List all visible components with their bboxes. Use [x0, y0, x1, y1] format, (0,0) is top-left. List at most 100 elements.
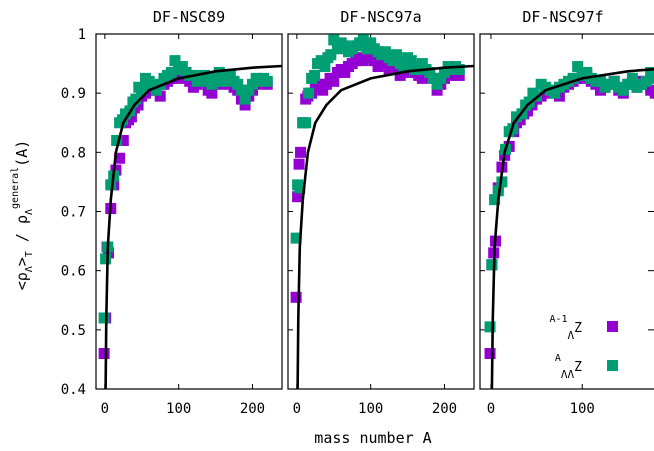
panel-2: DF-NSC97a 0 100 200: [287, 8, 475, 417]
axis-labels-group: mass number A <ρΛ>T / ρΛgeneral(A): [10, 140, 432, 447]
point-double: [319, 61, 331, 73]
point-double: [325, 49, 337, 61]
point-double: [489, 194, 501, 206]
legend-label-1: A-1ΛZ: [549, 314, 582, 342]
point-double: [98, 312, 110, 324]
point-double: [549, 87, 561, 99]
fit-curve: [296, 64, 474, 389]
y-tick-label: 0.4: [61, 382, 86, 398]
point-double: [387, 55, 399, 67]
point-double: [405, 55, 417, 67]
point-double: [239, 93, 251, 105]
point-double: [169, 55, 181, 67]
point-double: [357, 34, 369, 46]
point-double: [617, 84, 629, 96]
point-double: [100, 253, 112, 265]
point-double: [235, 84, 247, 96]
point-double: [309, 69, 321, 81]
x-tick-label: 200: [240, 401, 265, 417]
point-single: [649, 87, 654, 99]
point-single: [117, 135, 129, 146]
point-double: [136, 84, 148, 96]
point-single: [328, 75, 340, 87]
point-double: [206, 78, 218, 90]
point-double: [416, 58, 428, 70]
point-double: [622, 78, 634, 90]
point-double: [300, 117, 312, 129]
point-double: [213, 66, 225, 78]
point-double: [151, 84, 163, 96]
panel-data: [290, 34, 474, 389]
point-double: [567, 72, 579, 84]
point-double: [361, 43, 373, 55]
x-tick-label: 0: [487, 401, 495, 417]
point-double: [594, 75, 606, 87]
point-double: [339, 40, 351, 52]
point-double: [365, 37, 377, 49]
point-double: [243, 84, 255, 96]
point-single: [206, 87, 218, 99]
point-single: [416, 72, 428, 84]
point-single: [368, 55, 380, 67]
point-double: [640, 75, 652, 87]
panel-data: [484, 61, 654, 389]
panel-3: DF-NSC97f0100200: [479, 8, 654, 417]
point-double: [398, 61, 410, 73]
point-double: [581, 66, 593, 78]
x-tick-label: 100: [358, 401, 383, 417]
point-double: [572, 61, 584, 73]
point-double: [453, 64, 465, 75]
point-double: [154, 78, 166, 90]
y-tick-label: 0.5: [61, 323, 86, 339]
y-tick-label: 0.7: [61, 205, 86, 221]
point-double: [435, 72, 447, 84]
y-axis-label: <ρΛ>T / ρΛgeneral(A): [10, 140, 35, 291]
point-single: [290, 291, 302, 303]
point-double: [608, 75, 620, 87]
point-double: [210, 72, 222, 84]
point-double: [303, 87, 315, 99]
point-double: [438, 66, 450, 78]
point-single: [431, 84, 443, 96]
point-double: [111, 135, 123, 146]
point-double: [649, 72, 654, 84]
fit-curve: [490, 67, 654, 389]
panel-title: DF-NSC97f: [522, 8, 603, 26]
point-single: [317, 84, 329, 96]
point-double: [626, 72, 638, 84]
legend-marker-2: [607, 360, 618, 371]
point-double: [165, 66, 177, 78]
panel-1: DF-NSC89 0.4 0.5 0.6 0.7 0.8 0.9 1 0 100 200: [61, 8, 283, 417]
point-single: [114, 152, 126, 164]
point-single: [645, 84, 654, 96]
point-double: [315, 55, 327, 67]
y-tick-label: 0.8: [61, 145, 86, 161]
x-tick-label: 100: [166, 401, 191, 417]
x-tick-label: 0: [293, 401, 301, 417]
point-double: [130, 93, 142, 105]
point-double: [391, 49, 402, 61]
point-double: [331, 43, 343, 55]
point-double: [176, 61, 188, 73]
point-double: [199, 69, 210, 81]
point-single: [292, 191, 304, 203]
point-double: [427, 72, 439, 84]
x-tick-label: 200: [432, 401, 457, 417]
point-single: [154, 90, 166, 102]
point-single: [184, 75, 196, 87]
x-tick-label: 100: [570, 401, 595, 417]
point-double: [431, 78, 443, 90]
point-double: [246, 78, 258, 90]
point-double: [232, 78, 244, 90]
point-double: [328, 34, 340, 46]
point-double: [294, 182, 306, 194]
point-single: [293, 158, 305, 170]
legend: A-1ΛZ AΛΛZ: [549, 314, 618, 381]
point-single: [125, 111, 137, 123]
svg-text:<ρΛ>T / ρΛgeneral(A): <ρΛ>T / ρΛgeneral(A): [10, 140, 35, 291]
point-single: [313, 78, 325, 90]
point-double: [379, 46, 391, 58]
point-single: [453, 69, 465, 81]
